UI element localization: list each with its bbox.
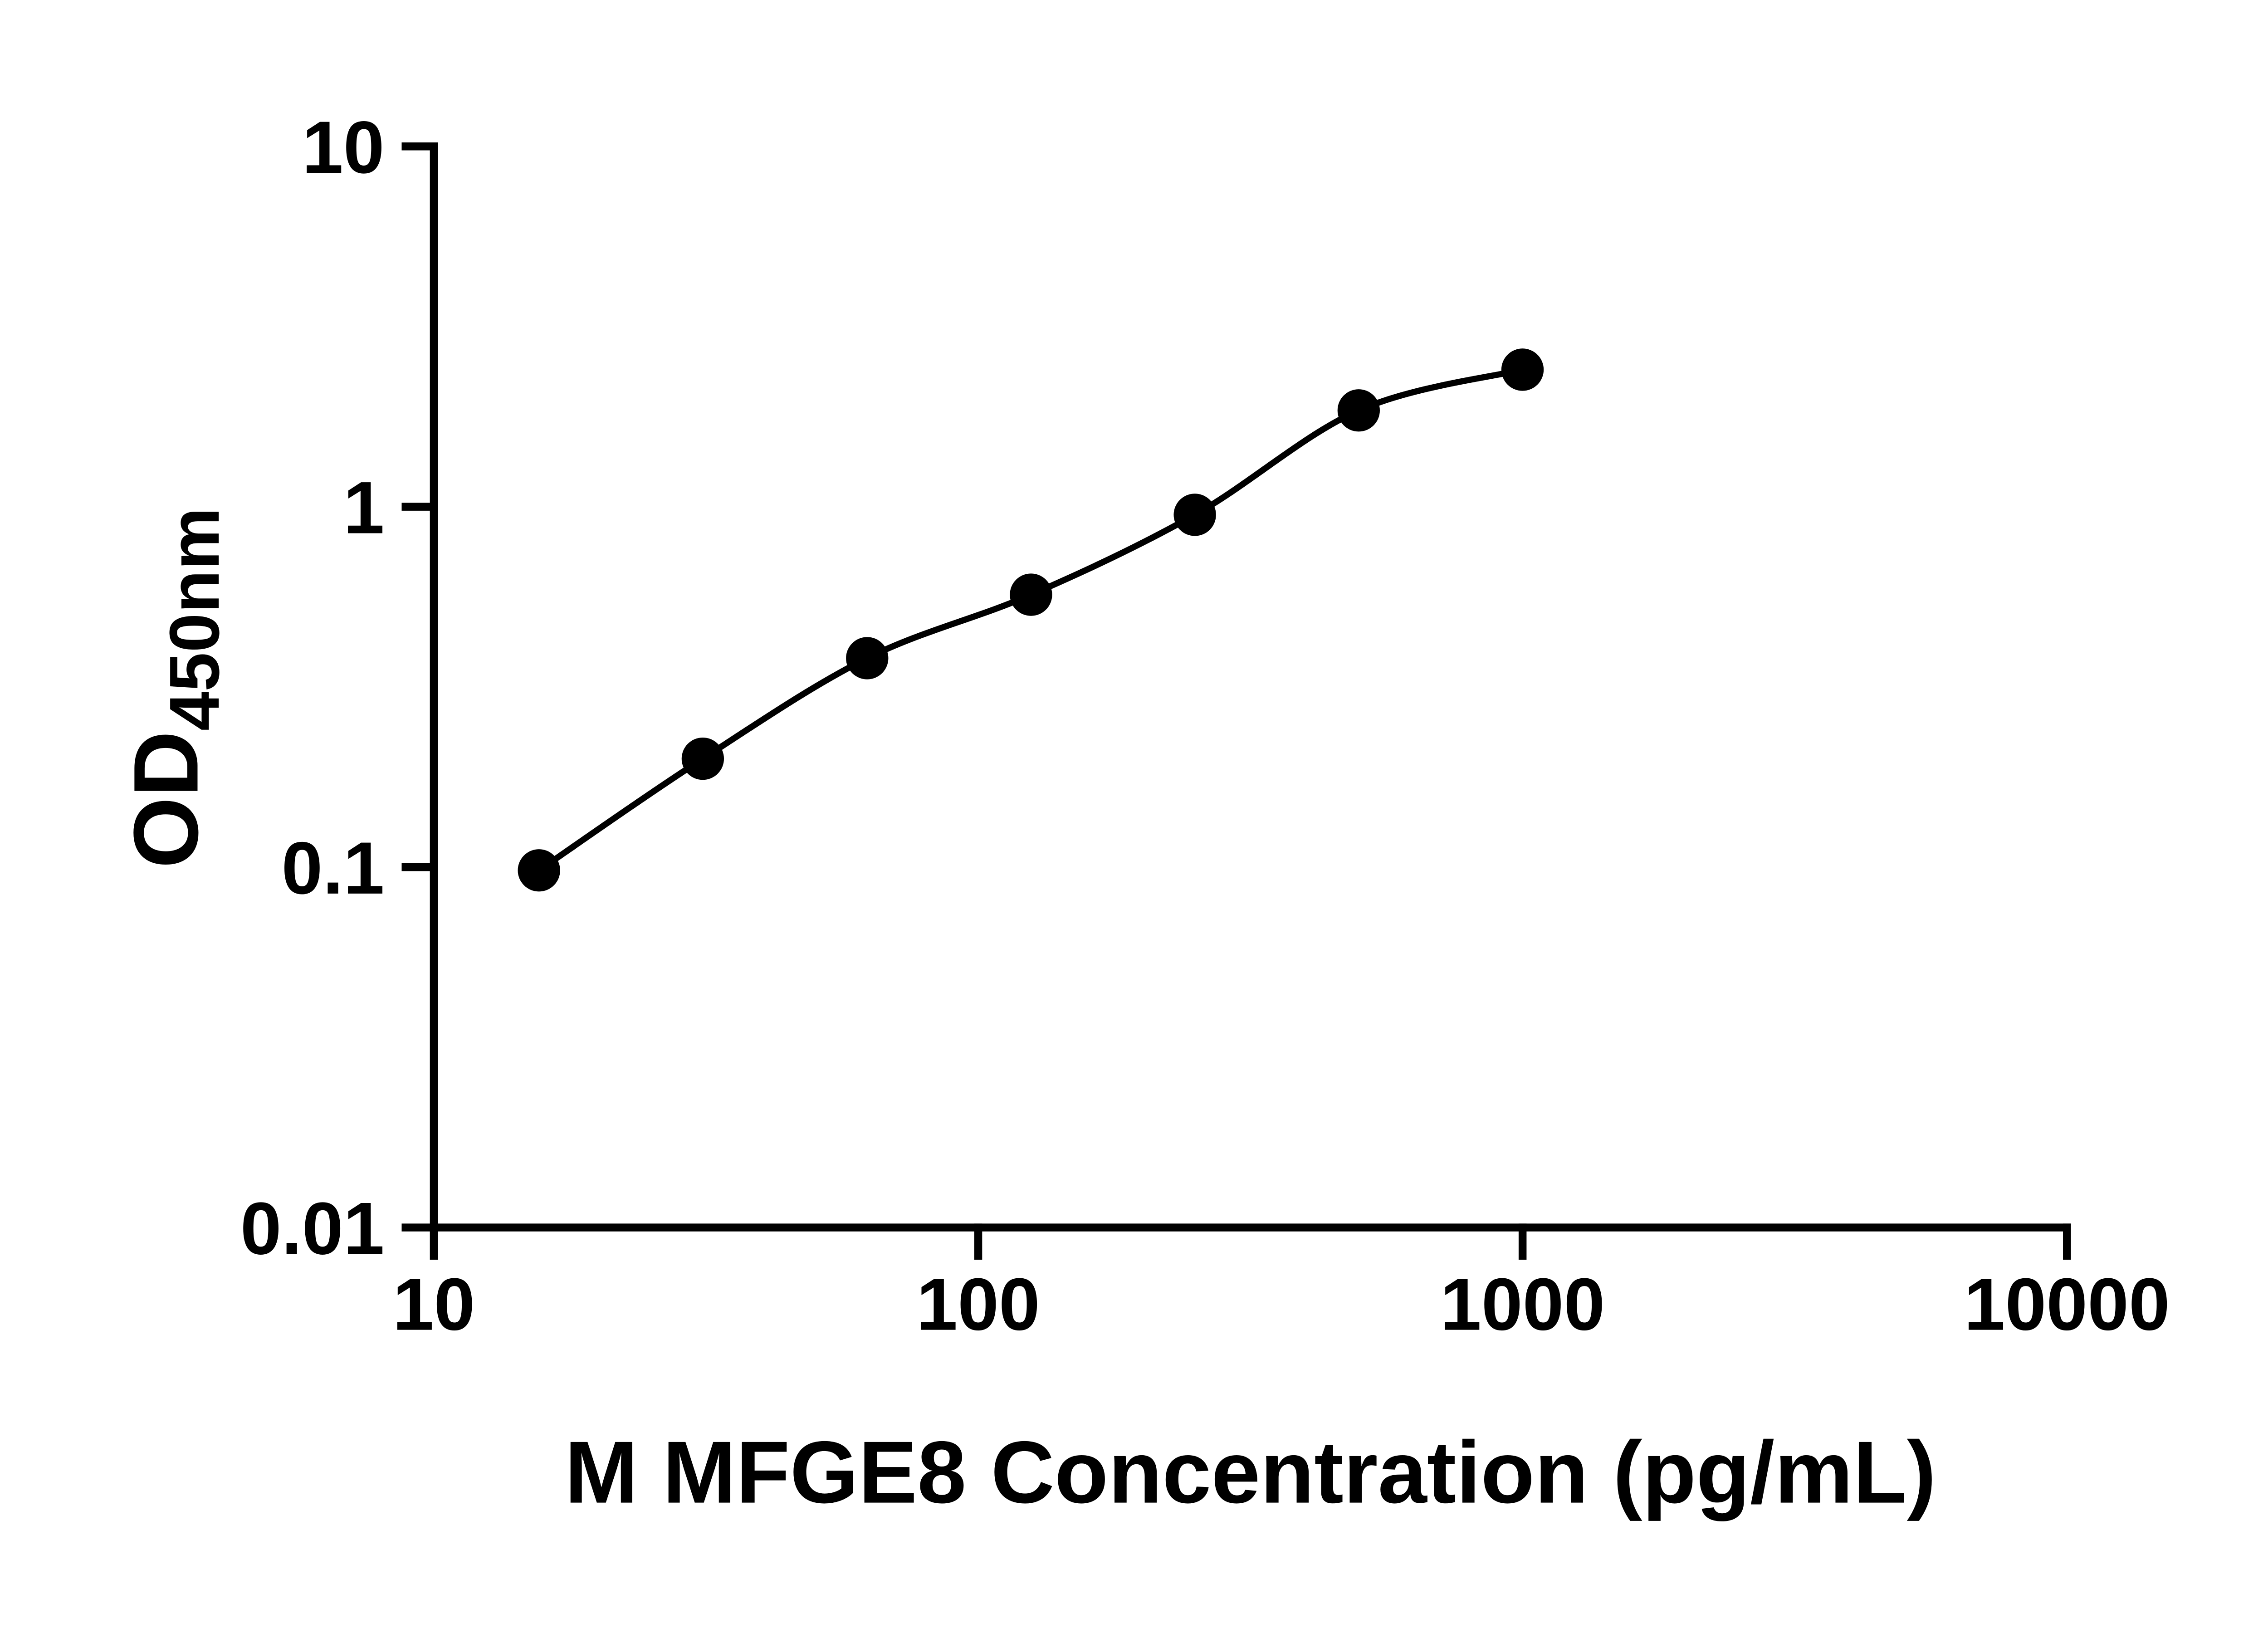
y-tick-label: 1 xyxy=(343,466,385,549)
x-axis-title: M MFGE8 Concentration (pg/mL) xyxy=(565,1423,1936,1522)
data-point xyxy=(518,849,560,892)
data-point xyxy=(846,637,889,680)
elisa-standard-curve-figure: 10 100 1000 10000 0.01 0.1 1 10 M MFGE8 Concent… xyxy=(114,106,2170,1522)
elisa-standard-curve-chart: 10 100 1000 10000 0.01 0.1 1 10 M MFGE8 Concent… xyxy=(114,106,2170,1522)
x-tick-label: 10 xyxy=(393,1263,475,1346)
y-tick-label: 0.1 xyxy=(282,826,385,909)
data-point xyxy=(1337,389,1380,432)
x-tick-label: 100 xyxy=(916,1263,1040,1346)
plot-area: 10 100 1000 10000 0.01 0.1 1 10 xyxy=(240,106,2170,1346)
y-axis-title-main: OD xyxy=(114,731,217,868)
y-tick-label: 0.01 xyxy=(240,1187,385,1270)
fit-curve xyxy=(536,367,1526,874)
y-tick-label: 10 xyxy=(302,106,385,189)
data-point xyxy=(1173,494,1216,536)
data-point xyxy=(1010,573,1052,616)
y-axis-title-subscript: 450nm xyxy=(155,507,234,731)
x-tick-label: 10000 xyxy=(1964,1263,2170,1346)
x-tick-label: 1000 xyxy=(1440,1263,1605,1346)
data-point xyxy=(1501,348,1544,391)
y-axis-title: OD450nm xyxy=(114,507,234,868)
data-point xyxy=(681,737,724,780)
